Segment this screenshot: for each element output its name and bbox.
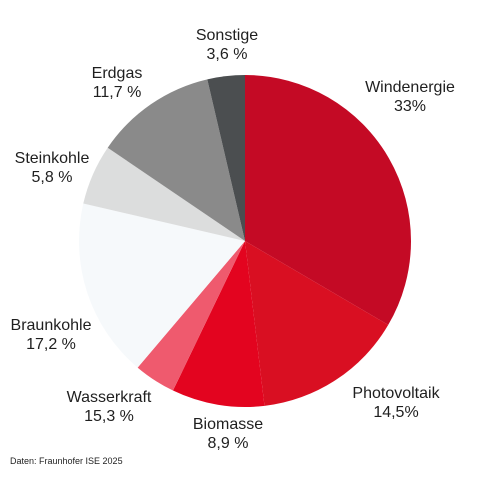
pie-slice-steinkohle bbox=[83, 147, 245, 241]
pie-slice-biomasse bbox=[172, 241, 265, 407]
label-photovoltaik: Photovoltaik 14,5% bbox=[340, 384, 452, 422]
label-erdgas-name: Erdgas bbox=[91, 65, 143, 82]
label-biomasse: Biomasse 8,9 % bbox=[182, 415, 274, 453]
label-wasserkraft: Wasserkraft 15,3 % bbox=[54, 388, 164, 426]
label-erdgas-value: 11,7 % bbox=[92, 84, 142, 101]
label-biomasse-value: 8,9 % bbox=[207, 435, 249, 452]
pie-slice-wasserkraft bbox=[137, 241, 245, 391]
label-windenergie-name: Windenergie bbox=[365, 79, 455, 96]
source-note: Daten: Fraunhofer ISE 2025 bbox=[10, 456, 123, 466]
pie-slice-braunkohle bbox=[78, 203, 245, 368]
label-sonstige-name: Sonstige bbox=[195, 27, 259, 44]
label-braunkohle-name: Braunkohle bbox=[10, 317, 92, 334]
label-biomasse-name: Biomasse bbox=[192, 416, 264, 433]
label-steinkohle: Steinkohle 5,8 % bbox=[4, 149, 100, 187]
pie-slice-windenergie bbox=[245, 75, 411, 325]
label-wasserkraft-value: 15,3 % bbox=[84, 408, 134, 425]
label-photovoltaik-name: Photovoltaik bbox=[352, 385, 440, 402]
label-sonstige: Sonstige 3,6 % bbox=[186, 26, 268, 64]
label-steinkohle-name: Steinkohle bbox=[14, 150, 90, 167]
label-erdgas: Erdgas 11,7 % bbox=[82, 64, 152, 102]
label-wasserkraft-name: Wasserkraft bbox=[66, 389, 152, 406]
label-steinkohle-value: 5,8 % bbox=[31, 169, 73, 186]
label-windenergie: Windenergie 33% bbox=[355, 78, 465, 116]
pie-slice-photovoltaik bbox=[245, 241, 389, 406]
label-windenergie-value: 33% bbox=[393, 98, 427, 115]
label-braunkohle-value: 17,2 % bbox=[26, 336, 76, 353]
pie-slice-erdgas bbox=[107, 79, 245, 241]
label-sonstige-value: 3,6 % bbox=[206, 46, 248, 63]
label-photovoltaik-value: 14,5% bbox=[373, 404, 419, 421]
pie-slice-sonstige bbox=[207, 75, 245, 241]
label-braunkohle: Braunkohle 17,2 % bbox=[2, 316, 100, 354]
